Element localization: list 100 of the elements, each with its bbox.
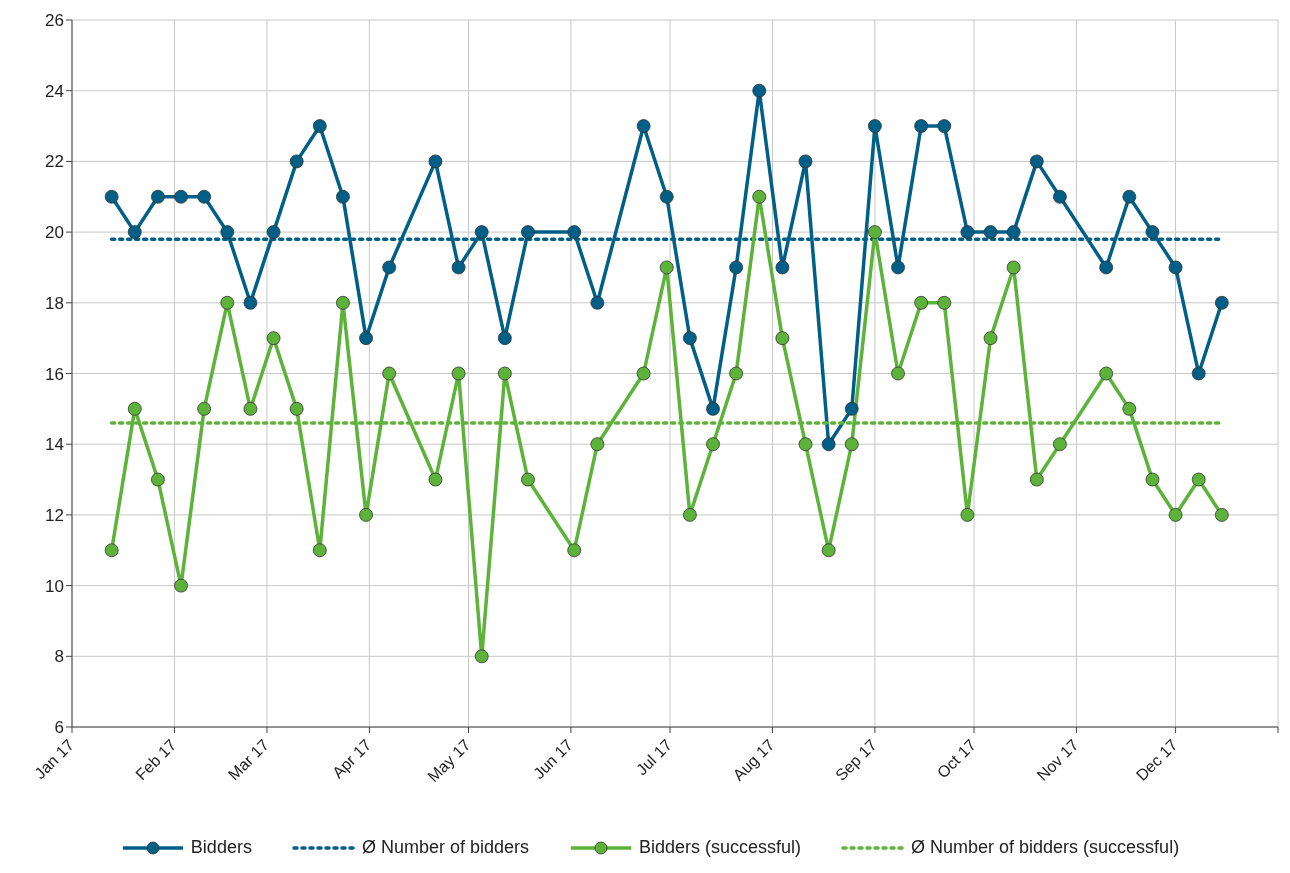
- point: [151, 472, 165, 487]
- point: [1168, 508, 1183, 522]
- point: [451, 260, 466, 275]
- x-tick-label: Aug 17: [729, 736, 778, 784]
- point: [729, 366, 744, 381]
- point: [497, 366, 512, 381]
- y-tick-label: 24: [45, 81, 64, 101]
- point: [104, 543, 119, 558]
- point: [937, 295, 952, 310]
- x-tick-label: Jan 17: [31, 736, 78, 783]
- point: [567, 225, 582, 239]
- point: [266, 331, 281, 346]
- point: [798, 437, 813, 452]
- point: [289, 154, 304, 169]
- point: [590, 437, 605, 452]
- point: [474, 649, 489, 664]
- point: [914, 295, 929, 310]
- point: [590, 295, 605, 310]
- x-tick-label: May 17: [424, 736, 474, 786]
- point: [359, 508, 373, 522]
- point: [289, 401, 304, 416]
- point: [798, 154, 813, 169]
- point: [960, 225, 975, 239]
- point: [844, 401, 859, 416]
- point: [521, 472, 535, 487]
- y-tick-label: 26: [45, 11, 64, 31]
- point: [914, 119, 929, 133]
- point: [636, 366, 651, 381]
- point: [775, 260, 790, 275]
- point: [868, 119, 882, 133]
- point: [1168, 260, 1183, 275]
- y-tick-label: 18: [45, 293, 64, 313]
- point: [1122, 189, 1137, 204]
- point: [1191, 366, 1206, 381]
- point: [1029, 154, 1044, 169]
- point: [428, 154, 443, 169]
- point: [752, 189, 767, 204]
- y-tick-label: 12: [45, 505, 64, 525]
- point: [821, 543, 836, 558]
- point: [937, 119, 952, 133]
- point: [1191, 472, 1206, 487]
- legend-label: Ø Number of bidders (successful): [911, 837, 1180, 858]
- point: [567, 543, 582, 558]
- point: [983, 225, 998, 239]
- point: [983, 331, 998, 346]
- point: [1053, 189, 1067, 204]
- point: [451, 366, 466, 381]
- point: [1099, 366, 1114, 381]
- point: [706, 437, 720, 452]
- point: [868, 225, 882, 239]
- point: [682, 331, 697, 346]
- point: [197, 189, 212, 204]
- point: [428, 472, 443, 487]
- y-tick-label: 8: [54, 647, 64, 667]
- legend-label: Bidders (successful): [638, 837, 802, 858]
- point: [729, 260, 744, 275]
- point: [174, 189, 188, 204]
- point: [1214, 295, 1229, 310]
- y-tick-label: 10: [45, 576, 64, 596]
- x-tick-label: Oct 17: [933, 736, 980, 782]
- legend-label: Bidders: [190, 837, 252, 858]
- point: [220, 295, 235, 310]
- point: [521, 225, 535, 239]
- point: [382, 260, 397, 275]
- point: [775, 331, 790, 346]
- point: [752, 83, 767, 98]
- point: [474, 225, 489, 239]
- point: [821, 437, 836, 452]
- x-tick-label: Apr 17: [329, 736, 375, 782]
- point: [336, 295, 350, 310]
- x-tick-label: Feb 17: [132, 736, 180, 784]
- point: [706, 401, 720, 416]
- point: [312, 543, 327, 558]
- point: [104, 189, 119, 204]
- point: [243, 401, 258, 416]
- point: [1006, 260, 1021, 275]
- point: [243, 295, 258, 310]
- point: [312, 119, 327, 133]
- point: [266, 225, 281, 239]
- point: [891, 260, 905, 275]
- point: [1053, 437, 1067, 452]
- point: [151, 189, 165, 204]
- point: [127, 225, 142, 239]
- point: [1214, 508, 1229, 522]
- point: [1122, 401, 1137, 416]
- x-tick-label: Dec 17: [1132, 736, 1181, 784]
- point: [497, 331, 512, 346]
- point: [359, 331, 373, 346]
- point: [891, 366, 905, 381]
- x-tick-label: Jun 17: [530, 736, 577, 783]
- y-tick-label: 6: [54, 718, 64, 738]
- point: [1006, 225, 1021, 239]
- point: [659, 260, 674, 275]
- y-tick-label: 16: [45, 364, 64, 384]
- x-tick-label: Jul 17: [632, 736, 676, 779]
- point: [197, 401, 212, 416]
- point: [1099, 260, 1114, 275]
- point: [220, 225, 235, 239]
- point: [844, 437, 859, 452]
- point: [682, 508, 697, 522]
